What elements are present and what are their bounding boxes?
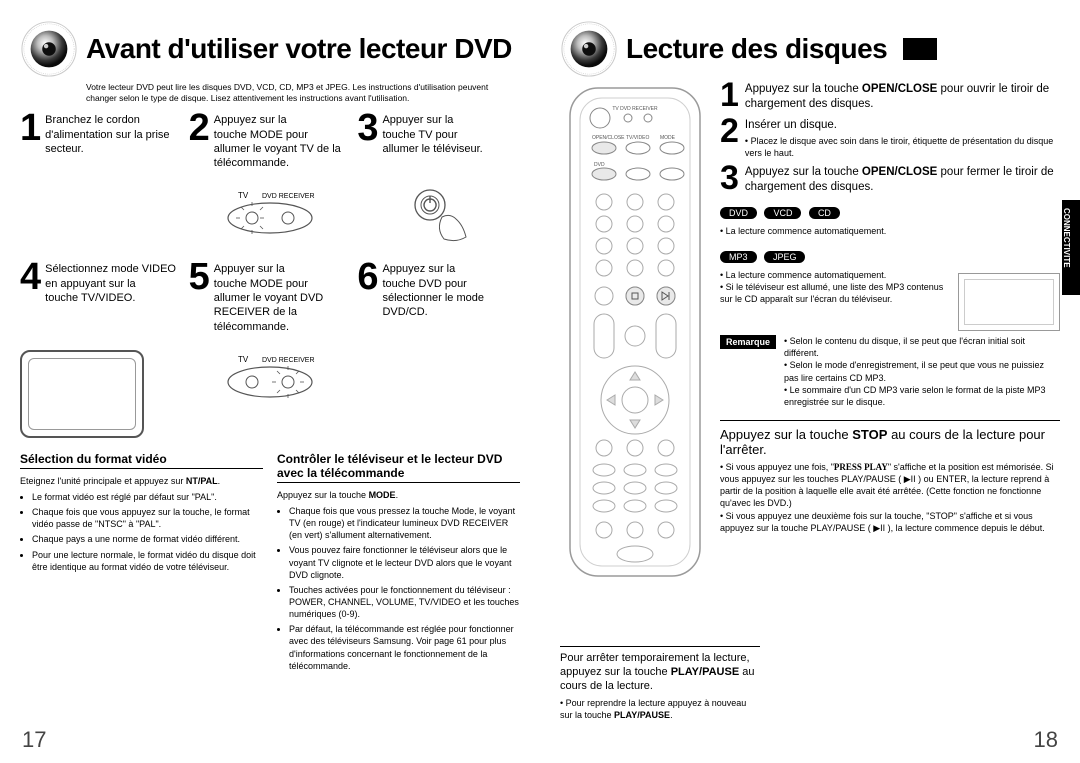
step-text: Appuyez sur la touche OPEN/CLOSE pour ou… (745, 82, 1060, 112)
section-heading: Sélection du format vidéo (20, 452, 263, 469)
illus-led-rx: TV DVD RECEIVER (189, 344, 352, 416)
illus-plug (20, 180, 183, 252)
pill-dvd: DVD (720, 207, 757, 219)
steps-grid: 1 Branchez le cordon d'alimentation sur … (20, 113, 520, 438)
section-remote-control: Contrôler le téléviseur et le lecteur DV… (277, 452, 520, 676)
step-5: 5 Appuyer sur la touche MODE pour allume… (189, 262, 352, 333)
page-number: 18 (1034, 727, 1058, 753)
remarque-label: Remarque (720, 335, 776, 349)
svg-text:OPEN/CLOSE: OPEN/CLOSE (592, 135, 625, 141)
rstep-1: 1 Appuyez sur la touche OPEN/CLOSE pour … (720, 82, 1060, 112)
page-17: Avant d'utiliser votre lecteur DVD Votre… (0, 0, 540, 763)
stop-section: Appuyez sur la touche STOP au cours de l… (720, 420, 1060, 534)
subtitle: Votre lecteur DVD peut lire les disques … (86, 82, 520, 103)
step-text: Sélectionnez mode VIDEO en appuyant sur … (45, 262, 183, 305)
page-title: Lecture des disques (626, 33, 887, 65)
pill-jpeg: JPEG (764, 251, 806, 263)
label-tv: TV (238, 191, 249, 200)
stop-bullets: • Si vous appuyez une fois, "PRESS PLAY"… (720, 461, 1060, 534)
stop-heading: Appuyez sur la touche STOP au cours de l… (720, 427, 1060, 457)
section-heading: Contrôler le téléviseur et le lecteur DV… (277, 452, 520, 483)
step-text: Appuyer sur la touche MODE pour allumer … (214, 262, 352, 333)
svg-text:DVD: DVD (594, 162, 605, 168)
illus-led-tv: TV DVD RECEIVER (189, 180, 352, 252)
black-bar-icon (903, 38, 937, 60)
step-number: 4 (20, 262, 41, 292)
remarque-block: Remarque • Selon le contenu du disque, i… (720, 335, 1060, 408)
step-number: 2 (720, 118, 739, 145)
pill-row-2: MP3 JPEG (720, 247, 1060, 265)
step-1: 1 Branchez le cordon d'alimentation sur … (20, 113, 183, 170)
speaker-icon (20, 20, 78, 78)
svg-text:TV/VIDEO: TV/VIDEO (626, 135, 649, 141)
step-3: 3 Appuyer sur la touche TV pour allumer … (357, 113, 520, 170)
svg-text:TV: TV (238, 355, 249, 364)
step-number: 1 (20, 113, 41, 143)
pill-vcd: VCD (764, 207, 801, 219)
lower-columns: Sélection du format vidéo Eteignez l'uni… (20, 452, 520, 676)
auto-play-note-1: • La lecture commence automatiquement. (720, 225, 1060, 237)
step-number: 1 (720, 82, 739, 109)
step-text: Appuyez sur la touche OPEN/CLOSE pour fe… (745, 165, 1060, 195)
pause-box-text: Pour arrêter temporairement la lecture, … (560, 646, 760, 694)
remote-control-icon: TV DVD RECEIVER OPEN/CLOSE TV/VIDEO MODE… (560, 82, 710, 582)
step-6: 6 Appuyez sur la touche DVD pour sélecti… (357, 262, 520, 333)
section-intro: Eteignez l'unité principale et appuyez s… (20, 475, 263, 487)
rstep-2: 2 Insérer un disque. • Placez le disque … (720, 118, 1060, 159)
small-screen-icon (958, 273, 1060, 331)
right-steps: 1 Appuyez sur la touche OPEN/CLOSE pour … (720, 82, 1060, 587)
right-grid: TV DVD RECEIVER OPEN/CLOSE TV/VIDEO MODE… (560, 82, 1060, 587)
svg-text:DVD RECEIVER: DVD RECEIVER (262, 357, 315, 364)
illus-tv-screen (20, 344, 183, 438)
page-number: 17 (22, 727, 46, 753)
pause-box: Pour arrêter temporairement la lecture, … (560, 646, 760, 721)
svg-text:TV DVD RECEIVER: TV DVD RECEIVER (612, 106, 658, 112)
title-row: Avant d'utiliser votre lecteur DVD (20, 20, 520, 78)
remote-column: TV DVD RECEIVER OPEN/CLOSE TV/VIDEO MODE… (560, 82, 710, 587)
section-video-format: Sélection du format vidéo Eteignez l'uni… (20, 452, 263, 676)
pill-cd: CD (809, 207, 840, 219)
illus-empty (357, 344, 520, 416)
step-number: 2 (189, 113, 210, 143)
page-title: Avant d'utiliser votre lecteur DVD (86, 33, 512, 65)
step-text: Appuyer sur la touche TV pour allumer le… (382, 113, 482, 156)
pill-mp3: MP3 (720, 251, 757, 263)
section-bullets: Chaque fois que vous pressez la touche M… (277, 505, 520, 672)
pill-row-1: DVD VCD CD (720, 203, 1060, 221)
title-row: Lecture des disques (560, 20, 1060, 78)
step-text: Appuyez sur la touche DVD pour sélection… (382, 262, 520, 319)
svg-text:MODE: MODE (660, 135, 676, 141)
speaker-icon (560, 20, 618, 78)
step-text: Appuyez sur la touche MODE pour allumer … (214, 113, 352, 170)
section-intro: Appuyez sur la touche MODE. (277, 489, 520, 501)
page-18: CONNECTIVITE Lecture des disques TV DVD … (540, 0, 1080, 763)
pause-bullet: • Pour reprendre la lecture appuyez à no… (560, 697, 760, 721)
illus-power-hand (357, 180, 520, 252)
step-2: 2 Appuyez sur la touche MODE pour allume… (189, 113, 352, 170)
step-text: Branchez le cordon d'alimentation sur la… (45, 113, 183, 156)
step-4: 4 Sélectionnez mode VIDEO en appuyant su… (20, 262, 183, 333)
side-tab-connectivite: CONNECTIVITE (1062, 200, 1080, 295)
step-number: 5 (189, 262, 210, 292)
step-number: 3 (357, 113, 378, 143)
step-number: 6 (357, 262, 378, 292)
remarque-bullets: • Selon le contenu du disque, il se peut… (784, 335, 1060, 408)
section-bullets: Le format vidéo est réglé par défaut sur… (20, 491, 263, 573)
rstep-3: 3 Appuyez sur la touche OPEN/CLOSE pour … (720, 165, 1060, 195)
step-number: 3 (720, 165, 739, 192)
label-dvd-receiver: DVD RECEIVER (262, 193, 315, 200)
step-text: Insérer un disque. • Placez le disque av… (745, 118, 1060, 159)
